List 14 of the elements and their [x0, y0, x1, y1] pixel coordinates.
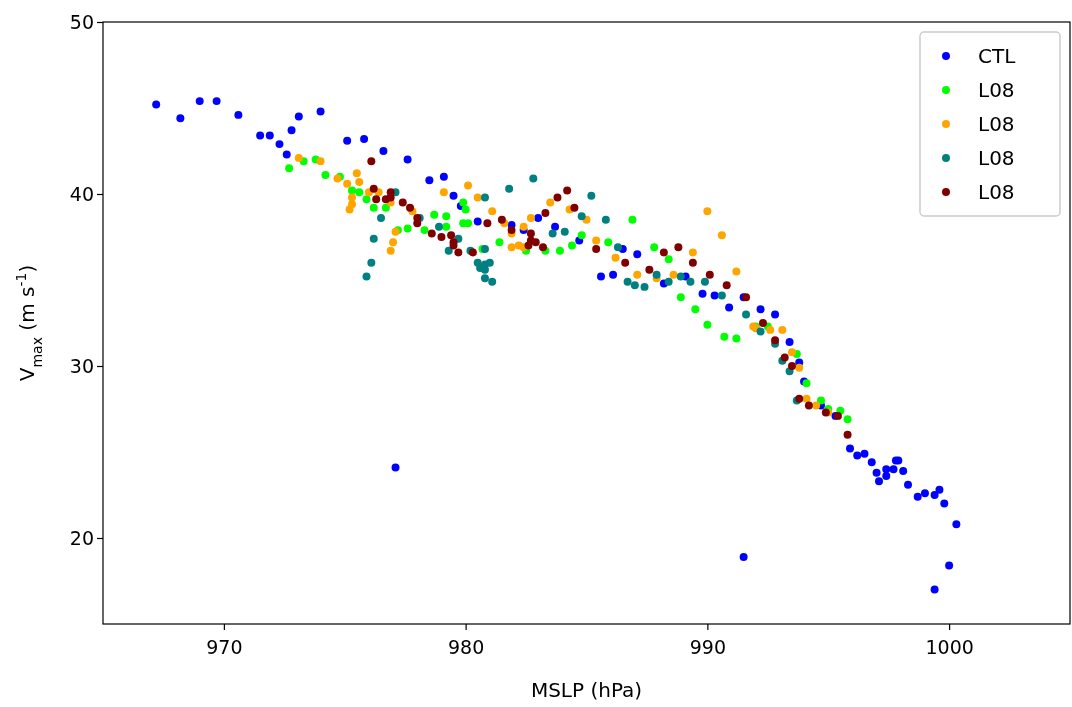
- legend-label: L08: [978, 180, 1015, 204]
- y-tick-label: 30: [69, 354, 94, 377]
- legend-label: L08: [978, 78, 1015, 102]
- x-tick-label: 970: [206, 635, 243, 658]
- x-tick-label: 980: [447, 635, 485, 658]
- x-tick-label: 1000: [925, 635, 974, 658]
- legend-label: CTL: [978, 44, 1017, 68]
- y-tick-label: 20: [69, 526, 94, 549]
- x-axis-title: MSLP (hPa): [530, 678, 643, 702]
- x-tick-label: 990: [689, 635, 727, 658]
- y-tick-label: 40: [69, 182, 94, 205]
- legend-label: L08: [978, 146, 1015, 170]
- legend-label: L08: [978, 112, 1015, 136]
- y-tick-label: 50: [69, 10, 94, 33]
